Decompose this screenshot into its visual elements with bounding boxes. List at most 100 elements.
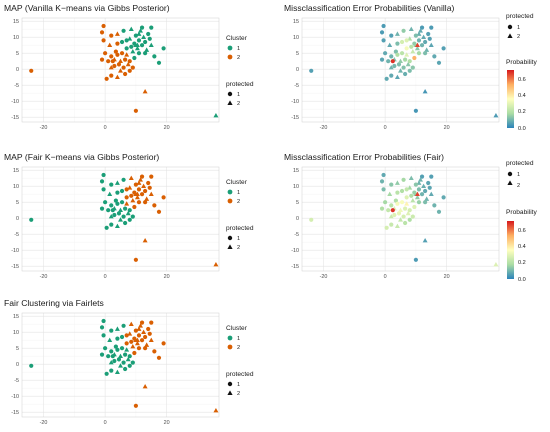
y-tick-label: 10 — [13, 184, 19, 190]
data-point — [121, 214, 126, 219]
data-point — [395, 52, 400, 57]
legend-label-protected-1: 1 — [237, 382, 240, 388]
x-tick-label: -20 — [320, 274, 328, 280]
legend-label-cluster-2: 2 — [237, 199, 240, 205]
data-point — [419, 174, 425, 179]
data-point — [130, 360, 135, 365]
data-point — [110, 208, 115, 213]
data-point — [136, 326, 142, 331]
data-point — [393, 198, 398, 203]
data-point — [414, 45, 420, 51]
plot-frame — [301, 166, 500, 272]
data-point — [118, 207, 123, 213]
data-point — [381, 172, 386, 178]
x-tick-label: 0 — [104, 274, 107, 280]
y-tick-label: 15 — [13, 168, 19, 174]
data-point — [395, 201, 400, 206]
data-point — [132, 350, 137, 356]
data-point — [119, 200, 125, 205]
data-point — [112, 63, 117, 69]
data-point — [428, 191, 434, 197]
data-point — [108, 65, 114, 70]
data-point — [416, 51, 422, 56]
panel-title: Missclassification Error Probabilities (… — [284, 152, 444, 162]
data-point — [413, 108, 418, 113]
data-point — [493, 262, 499, 267]
data-point — [421, 183, 427, 189]
legend-label-cluster-2: 2 — [237, 345, 240, 351]
data-point — [136, 187, 142, 192]
data-point — [388, 214, 394, 219]
data-point — [127, 354, 132, 359]
legend: protected 1 2 Probability 0.6 0.4 0.2 0.… — [506, 13, 537, 132]
x-tick-label: 20 — [164, 125, 170, 131]
data-point — [412, 55, 417, 61]
data-point — [103, 200, 108, 205]
data-point — [118, 217, 123, 222]
data-point — [152, 349, 157, 354]
data-point — [127, 363, 132, 368]
legend-swatch-protected-1 — [507, 171, 513, 177]
y-tick-label: 15 — [13, 314, 19, 320]
y-tick-label: 10 — [13, 35, 19, 41]
data-point — [101, 333, 106, 338]
data-point — [416, 38, 422, 43]
y-tick-label: 10 — [293, 184, 299, 190]
data-point — [107, 42, 113, 48]
legend-title-protected: protected — [506, 160, 534, 167]
legend-label-protected-2: 2 — [517, 34, 520, 40]
y-tick-label: -10 — [291, 99, 299, 105]
data-point — [441, 46, 446, 51]
data-point — [149, 320, 154, 325]
data-point — [121, 323, 126, 328]
legend-swatch-cluster-2 — [227, 198, 233, 204]
data-point — [123, 206, 128, 211]
data-point — [419, 25, 425, 30]
data-point — [123, 57, 128, 62]
data-point — [428, 42, 434, 48]
y-tick-label: -5 — [14, 83, 19, 89]
data-point — [383, 200, 388, 205]
data-point — [429, 174, 434, 179]
data-point — [381, 23, 386, 29]
panel-title: Missclassification Error Probabilities (… — [284, 3, 454, 13]
data-point — [114, 31, 120, 36]
data-point — [124, 347, 130, 352]
data-point — [405, 210, 411, 216]
legend-swatch-cluster-2 — [227, 344, 233, 350]
data-point — [127, 208, 132, 213]
data-point — [132, 204, 137, 210]
y-tick-label: 5 — [16, 346, 19, 352]
data-point — [407, 59, 412, 64]
data-point — [148, 42, 154, 48]
y-tick-label: -15 — [11, 264, 19, 270]
x-tick-label: 0 — [384, 125, 387, 131]
panel-fairlets: -20 0 20 15 10 5 0 -5 -10 -15 Fair Clustering via… — [4, 298, 254, 426]
data-point — [309, 68, 314, 73]
data-point — [429, 25, 434, 30]
data-point — [389, 222, 394, 227]
data-point — [124, 38, 129, 43]
data-point — [414, 191, 420, 197]
legend-swatch-protected-1 — [507, 24, 513, 30]
data-point — [108, 360, 114, 365]
data-point — [107, 337, 113, 343]
data-point — [127, 68, 132, 73]
data-point — [109, 349, 114, 354]
y-tick-label: 10 — [293, 35, 299, 41]
data-point — [412, 204, 417, 210]
data-point — [389, 203, 394, 208]
data-point — [138, 177, 143, 182]
data-point — [99, 352, 105, 357]
data-point — [128, 175, 134, 181]
data-point — [413, 33, 418, 38]
data-point — [142, 89, 148, 94]
legend-swatch-cluster-1 — [227, 45, 233, 51]
data-point — [416, 187, 422, 192]
data-point — [388, 65, 394, 70]
data-point — [403, 206, 408, 211]
data-point — [384, 225, 389, 230]
data-point — [139, 338, 145, 343]
data-point — [149, 174, 154, 179]
data-point — [130, 198, 136, 203]
